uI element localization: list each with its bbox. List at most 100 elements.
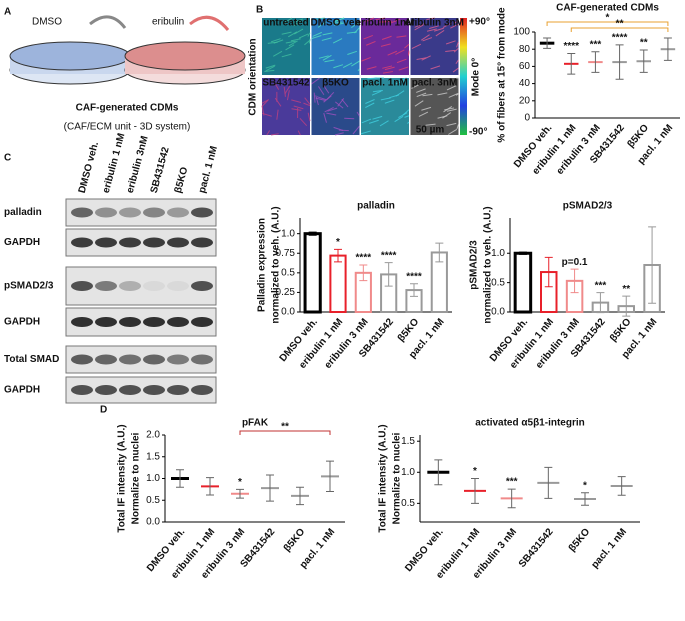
blot-band xyxy=(95,385,117,395)
blot-band xyxy=(71,281,93,291)
tile-label: SB431542 xyxy=(262,78,310,89)
fiber xyxy=(326,112,337,116)
fiber xyxy=(274,97,282,107)
y-tick-label: 0.5 xyxy=(146,495,160,506)
fiber xyxy=(364,17,374,23)
colorbar-label: -90° xyxy=(469,127,487,138)
fiber xyxy=(354,27,360,34)
significance: **** xyxy=(381,250,397,261)
blot-band xyxy=(95,237,117,248)
colorbar-label: +90° xyxy=(469,17,490,28)
significance: *** xyxy=(595,280,607,291)
error-bar xyxy=(236,488,244,499)
fiber xyxy=(351,21,360,29)
fiber xyxy=(262,112,272,117)
y-axis-label: Palladin expression xyxy=(257,218,268,312)
fiber xyxy=(293,18,304,23)
y-tick-label: 1.5 xyxy=(146,451,160,462)
fiber xyxy=(371,90,382,96)
image-tile xyxy=(262,18,310,75)
fiber xyxy=(283,86,286,97)
blot-band xyxy=(95,354,117,365)
fiber xyxy=(299,118,308,127)
significance: * xyxy=(473,466,477,477)
error-bar xyxy=(591,51,600,73)
fiber xyxy=(324,106,334,113)
panel-title: CAF-generated CDMs xyxy=(76,103,179,114)
fiber xyxy=(315,97,326,102)
lane-label: SB431542 xyxy=(149,146,172,195)
blot-band xyxy=(119,385,141,395)
fiber xyxy=(286,90,290,101)
fiber xyxy=(291,99,302,103)
fiber xyxy=(333,64,344,69)
bracket xyxy=(570,27,669,32)
fiber xyxy=(397,77,407,83)
significance: **** xyxy=(406,271,422,282)
fiber xyxy=(445,49,456,53)
western-blots xyxy=(65,198,217,404)
error-bar xyxy=(176,469,184,488)
lane-label: pacl. 1 nM xyxy=(197,145,220,195)
blot-band xyxy=(119,281,141,291)
lane-label: eribulin 3nM xyxy=(125,135,151,195)
fiber xyxy=(352,126,360,135)
fiber xyxy=(322,54,332,61)
fiber xyxy=(380,43,391,47)
significance: *** xyxy=(506,477,518,488)
fiber xyxy=(446,85,457,91)
panel-letter: C xyxy=(4,153,11,164)
fiber xyxy=(285,40,296,44)
blot-band xyxy=(71,385,93,395)
blot-band xyxy=(143,354,165,365)
blot-band xyxy=(143,281,165,291)
error-bar xyxy=(206,477,214,496)
blot-band xyxy=(167,385,189,395)
error-bar xyxy=(648,226,657,304)
fiber xyxy=(407,121,410,124)
fiber xyxy=(448,128,458,135)
fiber xyxy=(334,17,345,23)
significance: **** xyxy=(356,253,372,264)
error-bar xyxy=(471,478,479,504)
fiber xyxy=(312,31,322,37)
tile-label: eribulin 3nM xyxy=(405,18,464,29)
fiber xyxy=(356,111,360,117)
fiber xyxy=(448,93,459,98)
fiber xyxy=(398,66,409,71)
fiber xyxy=(322,32,333,36)
fiber xyxy=(442,112,452,119)
fiber xyxy=(380,97,391,101)
fiber xyxy=(284,85,291,95)
fiber xyxy=(361,118,372,124)
lane-label: DMSO veh. xyxy=(77,140,101,194)
fiber xyxy=(267,41,278,44)
x-tick-label: SB431542 xyxy=(517,526,556,570)
fiber xyxy=(363,34,373,40)
y-tick-label: 1.5 xyxy=(401,436,415,447)
fiber xyxy=(430,65,441,70)
fiber xyxy=(418,111,429,117)
fiber xyxy=(276,109,279,120)
fiber xyxy=(332,21,343,24)
panel-letter: D xyxy=(100,405,107,416)
blot-band xyxy=(191,281,213,291)
y-axis-label: Total IF intensity (A.U.) xyxy=(117,424,128,532)
fiber xyxy=(433,27,444,32)
fiber xyxy=(335,101,344,109)
side-label: CDM orientation xyxy=(248,38,259,115)
bracket xyxy=(239,430,331,435)
condition-label: DMSO xyxy=(32,17,62,28)
chart-title: palladin xyxy=(357,201,395,212)
fiber xyxy=(422,93,433,97)
error-bar xyxy=(622,295,631,317)
fiber xyxy=(365,102,375,109)
fiber xyxy=(384,66,395,71)
fiber xyxy=(361,56,371,62)
fiber xyxy=(445,40,456,45)
colorbar-label: Mode 0° xyxy=(471,58,482,96)
error-bar xyxy=(296,486,304,506)
fiber xyxy=(342,62,353,69)
fiber xyxy=(361,130,371,135)
error-bar xyxy=(567,53,576,75)
